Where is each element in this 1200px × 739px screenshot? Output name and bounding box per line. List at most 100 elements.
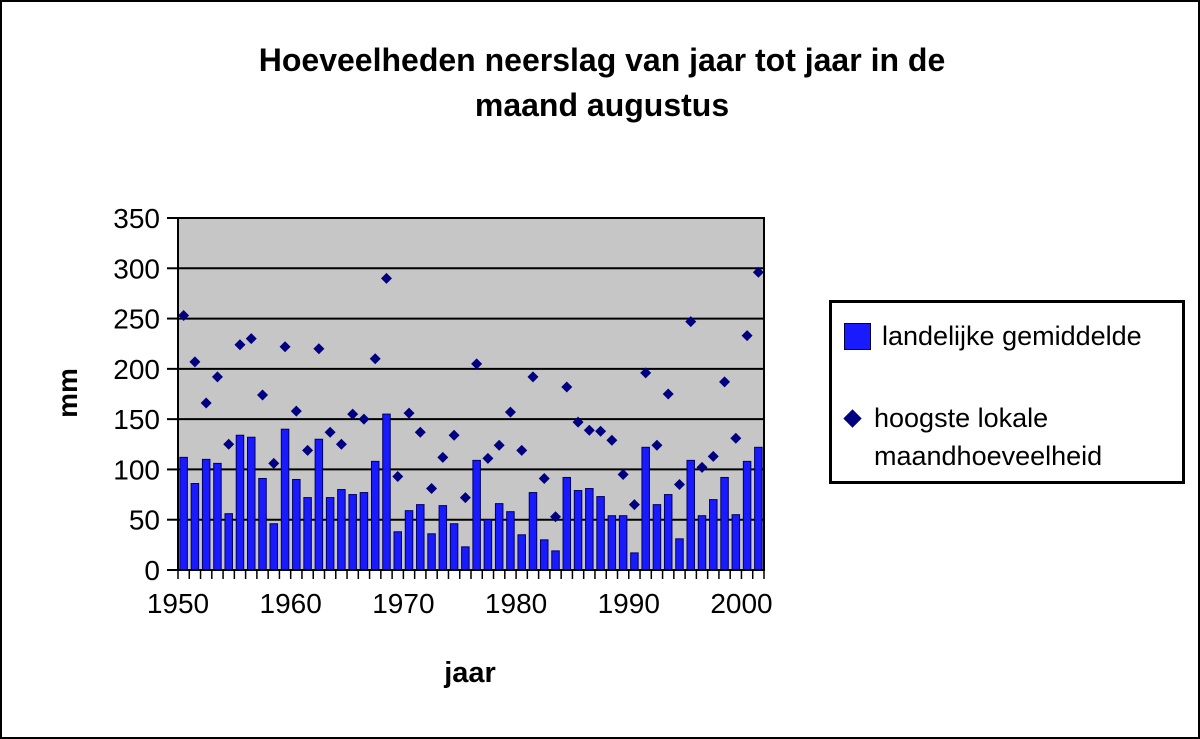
scatter-point-1974: [437, 451, 449, 463]
bar-1993: [652, 504, 662, 571]
bar-1958: [258, 477, 267, 571]
bar-1999: [720, 476, 729, 571]
bar-1986: [573, 490, 583, 571]
y-tick-label-250: 250: [113, 304, 160, 335]
scatter-point-1951: [178, 310, 190, 322]
x-tick-label-1960: 1960: [260, 588, 322, 619]
bar-1954: [213, 462, 222, 571]
scatter-point-1982: [527, 371, 539, 383]
scatter-point-1993: [651, 439, 663, 451]
bar-1962: [303, 497, 312, 571]
scatter-point-1983: [538, 472, 550, 484]
scatter-point-1955: [223, 438, 235, 450]
x-tick-label-2000: 2000: [710, 588, 772, 619]
bar-1959: [269, 523, 279, 571]
bar-1977: [472, 459, 481, 571]
scatter-point-1958: [257, 389, 269, 401]
scatter-point-1952: [189, 356, 201, 368]
scatter-point-1957: [245, 333, 257, 345]
bar-2002: [754, 446, 763, 571]
chart-title-line1: Hoeveelheden neerslag van jaar tot jaar …: [258, 42, 946, 78]
bar-1991: [630, 552, 639, 571]
scatter-point-1964: [324, 426, 336, 438]
scatter-point-1992: [640, 367, 652, 379]
bar-2000: [731, 514, 741, 571]
scatter-point-1996: [685, 316, 697, 328]
scatter-point-1971: [403, 407, 415, 419]
x-tick-label-1980: 1980: [485, 588, 547, 619]
bar-1967: [359, 492, 369, 571]
y-axis-title: mm: [52, 368, 83, 418]
y-tick-label-150: 150: [113, 404, 160, 435]
bar-1983: [540, 539, 549, 571]
bar-1965: [337, 489, 346, 571]
scatter-point-1965: [335, 438, 347, 450]
legend-label-diamonds: hoogste lokale maandhoeveelheid: [874, 399, 1102, 475]
bar-1966: [348, 494, 357, 571]
bar-1989: [607, 515, 617, 571]
scatter-point-1984: [550, 511, 562, 523]
scatter-point-1999: [719, 376, 731, 388]
scatter-point-1975: [448, 429, 460, 441]
scatter-point-1959: [268, 457, 280, 469]
bar-1980: [506, 511, 515, 571]
scatter-point-1972: [414, 426, 426, 438]
bar-1953: [201, 458, 211, 571]
scatter-point-1997: [696, 461, 708, 473]
legend-item-bars: landelijke gemiddelde: [844, 321, 1142, 352]
bar-1988: [596, 496, 605, 571]
chart-title: Hoeveelheden neerslag van jaar tot jaar …: [2, 38, 1198, 128]
scatter-point-1969: [380, 272, 392, 284]
scatter-point-1978: [482, 452, 494, 464]
scatter-point-2001: [741, 330, 753, 342]
scatter-point-1963: [313, 343, 325, 355]
legend-label-diamonds-line1: hoogste lokale: [874, 403, 1049, 433]
x-axis-title: jaar: [444, 657, 496, 689]
legend-item-diamonds: hoogste lokale maandhoeveelheid: [843, 399, 1102, 475]
scatter-point-1991: [628, 499, 640, 511]
scatter-point-1989: [606, 434, 618, 446]
bar-1976: [461, 546, 470, 571]
scatter-point-1980: [504, 406, 516, 418]
scatter-point-1990: [617, 468, 629, 480]
bar-1974: [438, 505, 448, 571]
scatter-point-1977: [471, 358, 483, 370]
bar-1981: [517, 534, 526, 571]
bar-1978: [483, 519, 493, 571]
bar-1972: [416, 504, 425, 571]
scatter-point-1970: [392, 470, 404, 482]
scatter-point-2000: [730, 432, 742, 444]
bar-1995: [675, 538, 684, 571]
scatter-point-1973: [426, 483, 438, 495]
scatter-point-1953: [200, 397, 212, 409]
bar-1951: [179, 456, 188, 571]
scatter-point-1961: [290, 405, 302, 417]
bar-1987: [585, 488, 594, 571]
legend: landelijke gemiddelde hoogste lokale maa…: [829, 300, 1185, 484]
y-tick-label-300: 300: [113, 253, 160, 284]
scatter-point-1954: [211, 371, 223, 383]
bar-2001: [742, 460, 752, 571]
x-tick-label-1970: 1970: [372, 588, 434, 619]
bar-1992: [641, 446, 650, 571]
x-tick-label-1950: 1950: [147, 588, 209, 619]
scatter-point-1979: [493, 439, 505, 451]
bar-1990: [618, 515, 628, 571]
bar-1957: [247, 436, 256, 571]
bar-1979: [494, 503, 504, 571]
scatter-point-1962: [302, 444, 314, 456]
bar-1960: [280, 428, 290, 571]
y-tick-label-50: 50: [129, 505, 160, 536]
scatter-point-2002: [752, 266, 764, 278]
bar-1975: [449, 523, 459, 571]
legend-square-marker-icon: [844, 323, 871, 350]
scatter-point-1998: [707, 450, 719, 462]
bar-1973: [427, 533, 436, 571]
y-tick-label-350: 350: [113, 203, 160, 234]
scatter-point-1985: [561, 381, 573, 393]
bar-1982: [528, 492, 538, 571]
scatter-point-1987: [583, 424, 595, 436]
bar-1997: [697, 515, 707, 571]
scatter-point-1988: [595, 425, 607, 437]
scatter-point-1966: [347, 408, 359, 420]
